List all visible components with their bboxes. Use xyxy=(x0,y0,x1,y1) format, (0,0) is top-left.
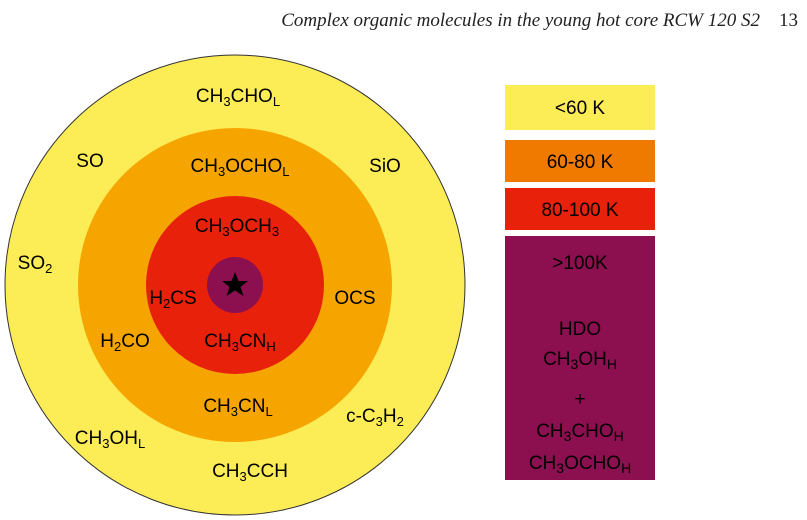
text-part: CH xyxy=(191,156,218,177)
text-part: CH xyxy=(196,86,223,107)
molecule-label: CH3​CCH xyxy=(212,461,288,484)
text-part: OCS xyxy=(334,288,375,309)
legend-box xyxy=(505,188,655,230)
text-part: CN xyxy=(239,331,266,352)
text-part: OH xyxy=(578,349,607,370)
subscript: 3 xyxy=(571,356,579,372)
text-part: CH xyxy=(536,421,563,442)
subscript: L xyxy=(265,404,272,419)
text-part: OCHO xyxy=(564,453,621,474)
text-part: c-C xyxy=(346,406,376,427)
subscript: 2 xyxy=(114,339,121,354)
text-part: SiO xyxy=(369,156,401,177)
molecule-label: CH3​CNH​ xyxy=(204,331,276,354)
molecule-label: SO2​ xyxy=(18,253,53,276)
text-part: CHO xyxy=(571,421,613,442)
subscript: 3 xyxy=(376,414,383,429)
text-part: H xyxy=(100,331,114,352)
molecule-label: HDO xyxy=(559,319,601,340)
molecule-label: CH3​CHOL​ xyxy=(196,86,280,109)
legend-label: >100K xyxy=(552,253,608,274)
subscript: 3 xyxy=(218,164,225,179)
legend-label: 60-80 K xyxy=(547,152,614,173)
subscript: H xyxy=(266,339,275,354)
text-part: CCH xyxy=(247,461,288,482)
legend-box xyxy=(505,140,655,182)
subscript: 2 xyxy=(45,261,52,276)
subscript: 2 xyxy=(163,296,170,311)
subscript: H xyxy=(621,460,631,476)
subscript: 2 xyxy=(397,414,404,429)
molecule-label: CH3​OCH3​ xyxy=(195,216,279,239)
text-part: SO xyxy=(76,151,103,172)
text-part: CH xyxy=(195,216,222,237)
text-part: SO xyxy=(18,253,45,274)
molecule-label: + xyxy=(574,389,585,410)
text-part: CN xyxy=(238,396,265,417)
text-part: CH xyxy=(75,428,102,449)
text-part: H xyxy=(383,406,397,427)
text-part: H xyxy=(149,288,163,309)
subscript: 3 xyxy=(232,339,239,354)
text-part: CS xyxy=(170,288,196,309)
star xyxy=(222,272,248,296)
text-part: OH xyxy=(109,428,138,449)
molecule-label: CH3​OHH​ xyxy=(543,349,617,372)
subscript: 3 xyxy=(240,469,247,484)
subscript: H xyxy=(614,428,624,444)
molecule-label: CH3​OCHOL​ xyxy=(191,156,290,179)
text-part: CH xyxy=(529,453,556,474)
molecule-label: SiO xyxy=(369,156,401,177)
legend-label: <60 K xyxy=(555,98,606,119)
molecule-label: H2​CO xyxy=(100,331,149,354)
molecule-label: CH3​CNL​ xyxy=(203,396,272,419)
subscript: 3 xyxy=(556,460,564,476)
subscript: 3 xyxy=(231,404,238,419)
text-part: CH xyxy=(203,396,230,417)
molecule-label: SO xyxy=(76,151,103,172)
molecule-label: CH3​OCHOH​ xyxy=(529,453,631,476)
subscript: L xyxy=(273,94,280,109)
subscript: 3 xyxy=(222,224,229,239)
legend-box xyxy=(505,236,655,480)
legend-label: 80-100 K xyxy=(541,200,618,221)
text-part: CH xyxy=(212,461,239,482)
legend-box xyxy=(505,85,655,130)
subscript: 3 xyxy=(272,224,279,239)
subscript: 3 xyxy=(564,428,572,444)
text-part: + xyxy=(574,389,585,410)
text-part: CHO xyxy=(231,86,273,107)
subscript: L xyxy=(138,436,145,451)
text-part: OCHO xyxy=(225,156,282,177)
text-part: HDO xyxy=(559,319,601,340)
running-title: Complex organic molecules in the young h… xyxy=(281,10,760,31)
subscript: 3 xyxy=(223,94,230,109)
text-part: CH xyxy=(543,349,570,370)
text-part: OCH xyxy=(230,216,272,237)
text-part: CH xyxy=(204,331,231,352)
text-part: CO xyxy=(121,331,150,352)
subscript: L xyxy=(282,164,289,179)
molecule-label: c-C3​H2​ xyxy=(346,406,404,429)
subscript: 3 xyxy=(102,436,109,451)
molecule-label: OCS xyxy=(334,288,375,309)
subscript: H xyxy=(607,356,617,372)
molecule-label: CH3​CHOH​ xyxy=(536,421,624,444)
page-number: 13 xyxy=(779,10,798,31)
molecule-label: CH3​OHL​ xyxy=(75,428,145,451)
molecule-label: H2​CS xyxy=(149,288,196,311)
